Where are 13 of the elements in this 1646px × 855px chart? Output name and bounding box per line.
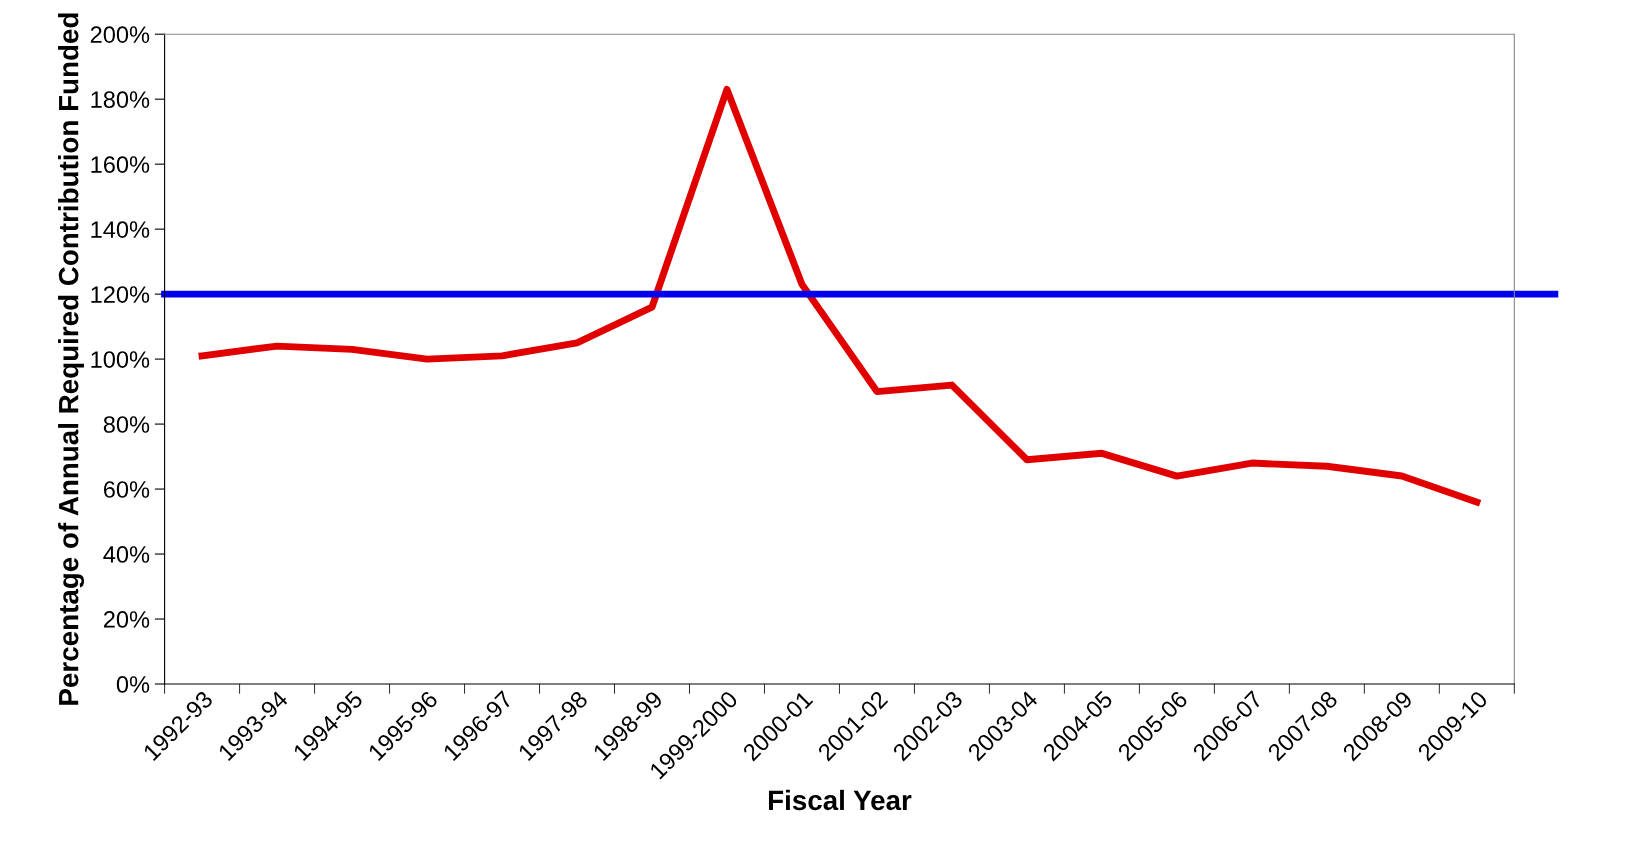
y-tick-label: 120% — [91, 286, 150, 303]
y-tick-label: 0% — [116, 676, 150, 693]
x-axis-title: Fiscal Year — [768, 789, 912, 811]
y-tick-label: 40% — [103, 546, 150, 563]
y-axis-title: Percentage of Annual Required Contribution Funded — [58, 13, 85, 705]
y-tick-label: 80% — [103, 416, 150, 433]
y-tick-label: 100% — [91, 351, 150, 368]
y-tick-label: 160% — [91, 156, 150, 173]
y-tick-label: 20% — [103, 611, 150, 628]
y-tick-label: 200% — [90, 26, 150, 43]
y-tick-label: 60% — [103, 481, 150, 498]
y-tick-label: 180% — [91, 91, 150, 108]
y-tick-label: 140% — [91, 221, 150, 238]
